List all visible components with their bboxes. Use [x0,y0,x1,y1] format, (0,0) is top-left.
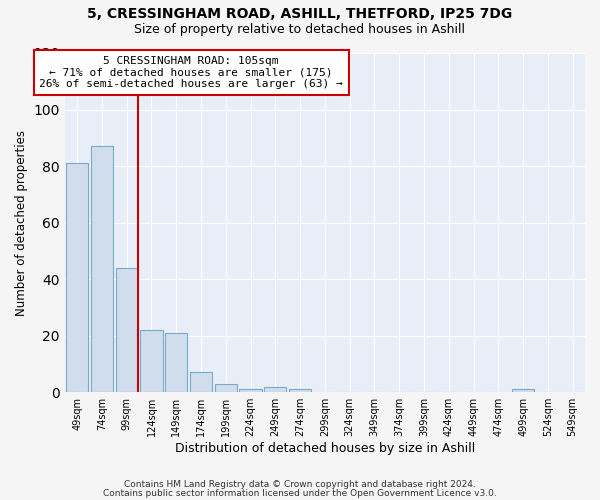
Bar [116,268,138,392]
Bar [512,390,534,392]
Bar [264,386,286,392]
Bar [215,384,237,392]
Text: Contains HM Land Registry data © Crown copyright and database right 2024.: Contains HM Land Registry data © Crown c… [124,480,476,489]
Text: Size of property relative to detached houses in Ashill: Size of property relative to detached ho… [134,22,466,36]
X-axis label: Distribution of detached houses by size in Ashill: Distribution of detached houses by size … [175,442,475,455]
Text: 5 CRESSINGHAM ROAD: 105sqm
← 71% of detached houses are smaller (175)
26% of sem: 5 CRESSINGHAM ROAD: 105sqm ← 71% of deta… [39,56,343,89]
Bar [66,163,88,392]
Bar [165,333,187,392]
Bar [289,390,311,392]
Text: Contains public sector information licensed under the Open Government Licence v3: Contains public sector information licen… [103,488,497,498]
Text: 5, CRESSINGHAM ROAD, ASHILL, THETFORD, IP25 7DG: 5, CRESSINGHAM ROAD, ASHILL, THETFORD, I… [88,8,512,22]
Bar [239,390,262,392]
Y-axis label: Number of detached properties: Number of detached properties [15,130,28,316]
Bar [140,330,163,392]
Bar [91,146,113,392]
Bar [190,372,212,392]
